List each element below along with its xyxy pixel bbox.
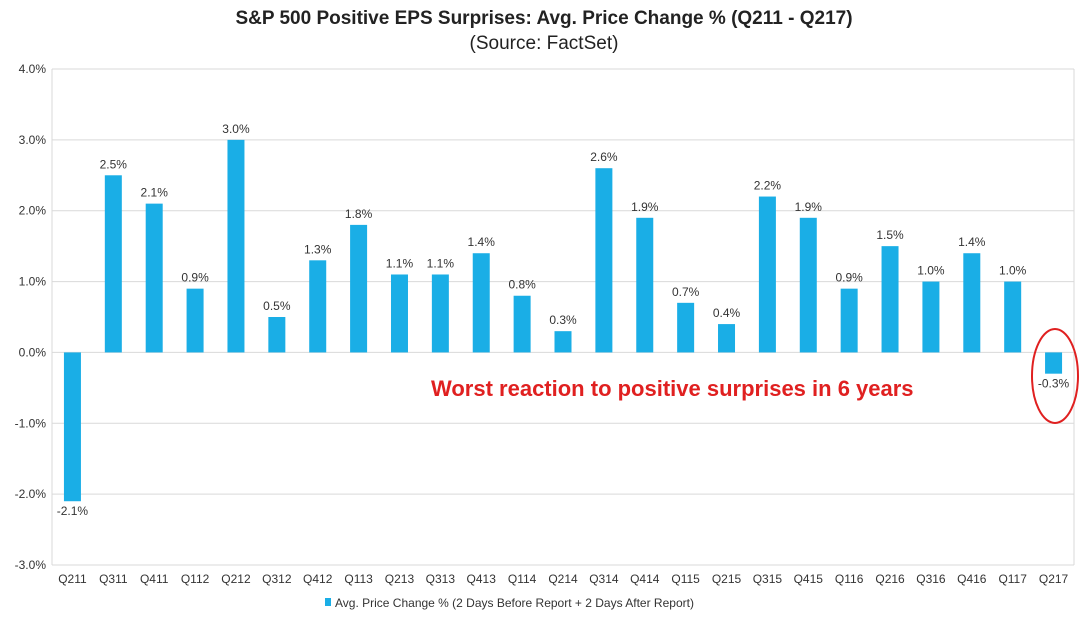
y-tick-label: 0.0% [19,345,47,359]
data-label: 1.1% [386,256,414,270]
data-label: 1.1% [427,256,455,270]
x-tick-label: Q312 [262,572,292,586]
x-tick-label: Q213 [385,572,415,586]
data-label: 2.1% [141,186,169,200]
x-tick-label: Q315 [753,572,783,586]
data-label: 1.3% [304,242,332,256]
x-tick-label: Q415 [794,572,824,586]
bar [1004,281,1022,353]
y-tick-label: -2.0% [15,487,47,501]
bar [350,224,368,353]
chart-subtitle: (Source: FactSet) [470,33,619,54]
x-tick-label: Q116 [835,572,864,586]
x-tick-label: Q113 [344,572,373,586]
data-label: 0.7% [672,285,700,299]
x-tick-label: Q411 [140,572,169,586]
bar [554,331,572,353]
bar [104,175,122,353]
data-label: 1.9% [795,200,823,214]
bar [840,288,858,353]
x-tick-label: Q112 [181,572,210,586]
bars [63,139,1063,502]
x-tick-label: Q114 [508,572,537,586]
bar [718,324,736,353]
bar [309,260,327,353]
highlight-ellipse [1031,328,1079,424]
x-axis-categories: Q211 Q311 Q411 Q112 Q212 Q312 Q412 Q113 Q213 Q313… [58,572,1068,586]
y-tick-label: -1.0% [15,416,47,430]
x-tick-label: Q216 [875,572,905,586]
x-tick-label: Q314 [589,572,619,586]
y-tick-label: 1.0% [19,275,47,289]
x-tick-label: Q316 [916,572,946,586]
chart-title: S&P 500 Positive EPS Surprises: Avg. Pri… [235,8,852,29]
x-tick-label: Q214 [548,572,578,586]
data-label: -2.1% [57,504,89,518]
annotation-text: Worst reaction to positive surprises in … [431,376,914,401]
data-label: 0.8% [508,278,536,292]
x-tick-label: Q117 [998,572,1027,586]
data-label: 2.6% [590,150,618,164]
y-tick-label: 4.0% [19,62,47,76]
legend-swatch [325,598,331,606]
x-tick-label: Q311 [99,572,128,586]
data-label: 2.2% [754,179,782,193]
data-label: 1.5% [876,228,904,242]
x-tick-label: Q313 [426,572,456,586]
bar [758,196,776,353]
bar [881,246,899,353]
bar [677,302,695,353]
bar [799,217,817,353]
x-tick-label: Q217 [1039,572,1069,586]
bar [431,274,449,353]
x-tick-label: Q115 [671,572,700,586]
data-label: 0.5% [263,299,291,313]
data-label: 1.0% [999,264,1027,278]
bar [636,217,654,353]
data-label: 0.9% [835,271,863,285]
y-axis-ticks: -3.0% -2.0% -1.0% 0.0% 1.0% 2.0% 3.0% 4.0% [15,62,47,572]
x-tick-label: Q413 [467,572,497,586]
y-tick-label: 2.0% [19,204,47,218]
x-tick-label: Q414 [630,572,660,586]
data-label: 3.0% [222,122,250,136]
bar [268,317,286,353]
bar [472,253,490,353]
data-label: 1.8% [345,207,373,221]
data-label: 2.5% [100,157,128,171]
bar [63,352,81,502]
data-label: 1.4% [468,235,496,249]
gridlines [51,68,1075,566]
bar [922,281,940,353]
bar [145,203,163,353]
x-tick-label: Q412 [303,572,333,586]
data-labels: -2.1% 2.5% 2.1% 0.9% 3.0% 0.5% 1.3% 1.8% 1.1% 1.1… [57,122,1070,518]
legend-label: Avg. Price Change % (2 Days Before Repor… [335,596,694,610]
x-tick-label: Q211 [58,572,87,586]
y-tick-label: 3.0% [19,133,47,147]
x-tick-label: Q212 [221,572,251,586]
legend: Avg. Price Change % (2 Days Before Repor… [325,596,694,610]
x-tick-label: Q215 [712,572,742,586]
data-label: -0.3% [1038,377,1070,391]
y-tick-label: -3.0% [15,558,47,572]
bar [1045,352,1063,374]
data-label: 0.3% [549,313,577,327]
bar [227,139,245,353]
bar [963,253,981,353]
bar [186,288,204,353]
bar [513,295,531,353]
bar [390,274,408,353]
data-label: 1.4% [958,235,986,249]
data-label: 1.9% [631,200,659,214]
bar [595,168,613,353]
x-tick-label: Q416 [957,572,987,586]
data-label: 1.0% [917,264,945,278]
data-label: 0.4% [713,306,741,320]
data-label: 0.9% [181,271,209,285]
